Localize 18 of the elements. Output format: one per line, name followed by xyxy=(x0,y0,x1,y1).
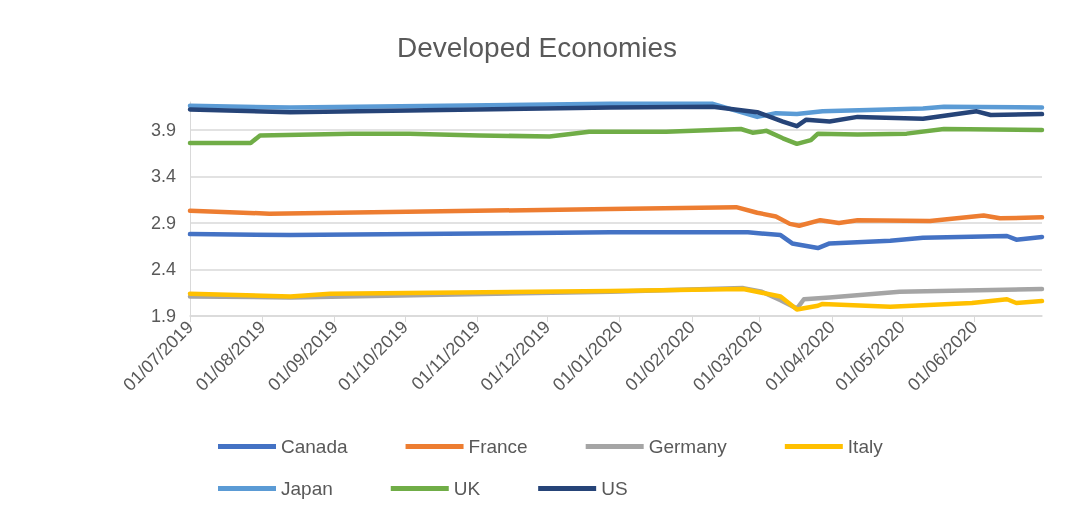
legend-label: Canada xyxy=(281,436,348,457)
legend-label: Italy xyxy=(847,436,884,457)
legend-label: France xyxy=(468,436,528,457)
legend-label: UK xyxy=(453,478,481,499)
y-tick-label: 3.9 xyxy=(150,119,176,140)
y-tick-label: 2.4 xyxy=(150,259,176,280)
legend-label: US xyxy=(601,478,628,499)
y-tick-label: 3.4 xyxy=(150,166,176,187)
line-series xyxy=(187,101,1045,120)
chart-title: Developed Economies xyxy=(396,31,678,63)
legend-label: Germany xyxy=(648,436,728,457)
line-series xyxy=(187,104,1045,129)
y-tick-label: 2.9 xyxy=(150,212,176,233)
line-series xyxy=(187,204,1045,228)
y-tick-label: 1.9 xyxy=(150,306,176,326)
line-series xyxy=(187,230,1045,251)
legend-label: Japan xyxy=(281,478,333,499)
line-series xyxy=(187,126,1045,147)
